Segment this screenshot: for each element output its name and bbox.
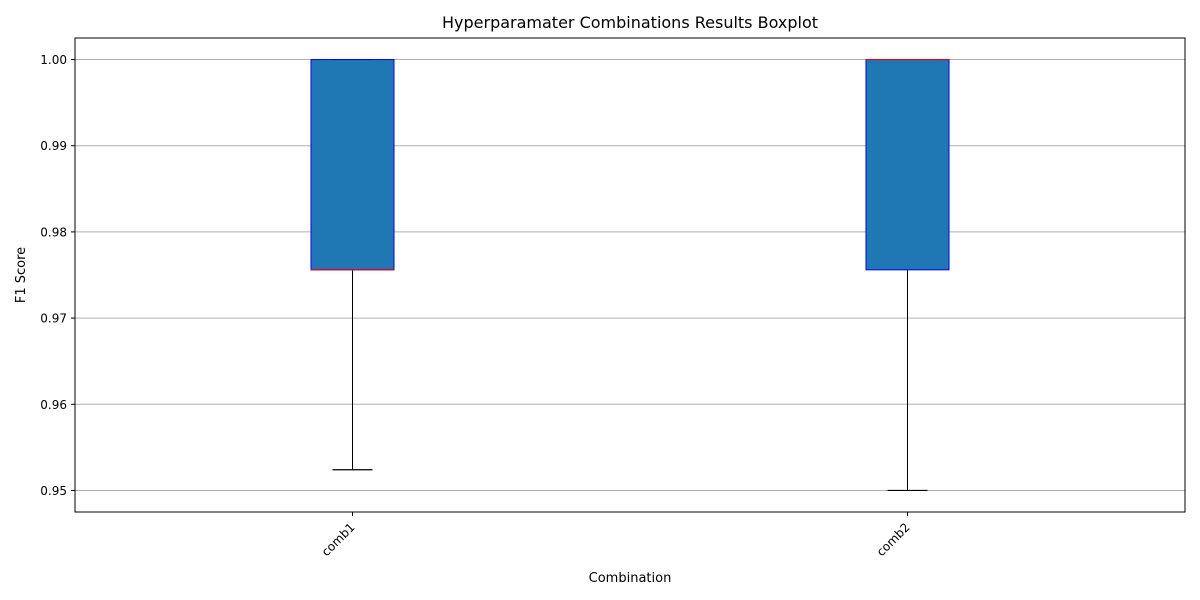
y-axis-label: F1 Score bbox=[14, 247, 29, 303]
box-body bbox=[310, 59, 395, 271]
y-tick-label: 0.95 bbox=[40, 484, 67, 498]
chart-title: Hyperparamater Combinations Results Boxp… bbox=[442, 13, 818, 32]
boxes bbox=[310, 58, 950, 492]
x-axis-ticks: comb1 comb2 bbox=[319, 512, 913, 559]
y-tick-label: 0.97 bbox=[40, 312, 67, 326]
plot-frame bbox=[74, 37, 1186, 513]
grid-lines bbox=[75, 59, 1185, 491]
y-tick-label: 1.00 bbox=[40, 53, 67, 67]
y-tick-label: 0.98 bbox=[40, 225, 67, 239]
x-tick-label: comb1 bbox=[319, 520, 358, 559]
y-tick-label: 0.96 bbox=[40, 398, 67, 412]
box-comb1 bbox=[310, 58, 395, 471]
y-axis-ticks: 0.95 0.96 0.97 0.98 0.99 1.00 bbox=[40, 53, 75, 498]
box-body bbox=[865, 59, 950, 271]
x-axis-label: Combination bbox=[589, 571, 672, 586]
box-comb2 bbox=[865, 58, 950, 492]
y-tick-label: 0.99 bbox=[40, 139, 67, 153]
x-tick-label: comb2 bbox=[874, 520, 913, 559]
